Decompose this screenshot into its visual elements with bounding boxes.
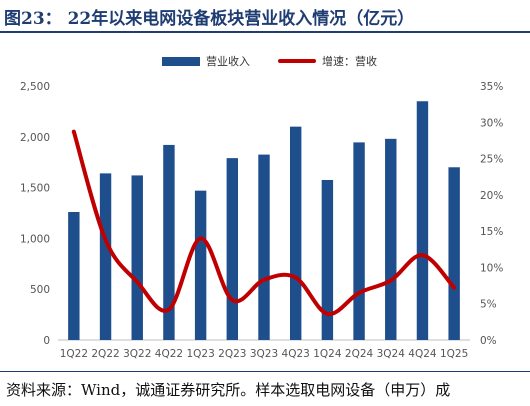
category-label: 1Q22 (60, 348, 88, 360)
revenue-bar (258, 154, 270, 340)
right-tick-label: 35% (480, 81, 503, 93)
right-tick-label: 20% (480, 190, 503, 202)
category-label: 1Q25 (440, 348, 468, 360)
left-tick-label: 0 (43, 335, 50, 347)
category-label: 3Q23 (250, 348, 278, 360)
legend-item-revenue: 营业收入 (162, 53, 250, 69)
category-label: 2Q23 (218, 348, 246, 360)
category-label: 3Q22 (123, 348, 151, 360)
revenue-bar (68, 211, 80, 340)
right-tick-label: 30% (480, 117, 503, 129)
revenue-bar (226, 158, 239, 340)
left-tick-label: 1,000 (20, 233, 50, 245)
right-tick-label: 15% (480, 226, 503, 238)
category-label: 1Q23 (186, 348, 214, 360)
revenue-bar (163, 144, 175, 340)
revenue-bar (353, 142, 365, 340)
right-tick-label: 5% (480, 299, 497, 311)
revenue-bar (448, 167, 460, 340)
category-label: 2Q22 (91, 348, 119, 360)
left-tick-label: 1,500 (20, 183, 50, 195)
revenue-bar (416, 101, 429, 341)
left-tick-label: 2,500 (20, 81, 50, 93)
chart-legend: 营业收入 增速：营收 (162, 53, 405, 69)
category-label: 4Q23 (282, 348, 310, 360)
category-label: 4Q22 (155, 348, 183, 360)
right-tick-label: 25% (480, 154, 503, 166)
revenue-bar (289, 126, 302, 340)
category-label: 3Q24 (377, 348, 406, 360)
left-tick-label: 500 (30, 284, 50, 296)
legend-line-swatch (278, 59, 316, 63)
revenue-bar (321, 179, 334, 340)
chart-title: 图23： 22年以来电网设备板块营业收入情况（亿元） (4, 9, 415, 29)
left-tick-label: 2,000 (20, 132, 50, 144)
revenue-bar (385, 138, 397, 340)
category-label: 2Q24 (345, 348, 374, 360)
category-label: 4Q24 (408, 348, 437, 360)
category-label: 1Q24 (313, 348, 342, 360)
revenue-bar (194, 190, 207, 340)
revenue-bar (99, 173, 112, 340)
legend-item-growth: 增速：营收 (278, 53, 377, 69)
footer-divider (0, 371, 530, 372)
revenue-bar (131, 175, 143, 340)
legend-bar-swatch (162, 56, 200, 66)
legend-label-revenue: 营业收入 (206, 55, 250, 68)
title-divider (0, 31, 530, 33)
right-tick-label: 10% (480, 262, 503, 274)
legend-label-growth: 增速：营收 (322, 55, 377, 68)
right-tick-label: 0% (480, 335, 497, 347)
source-note: 资料来源：Wind，诚通证券研究所。样本选取电网设备（申万）成 (6, 381, 451, 399)
